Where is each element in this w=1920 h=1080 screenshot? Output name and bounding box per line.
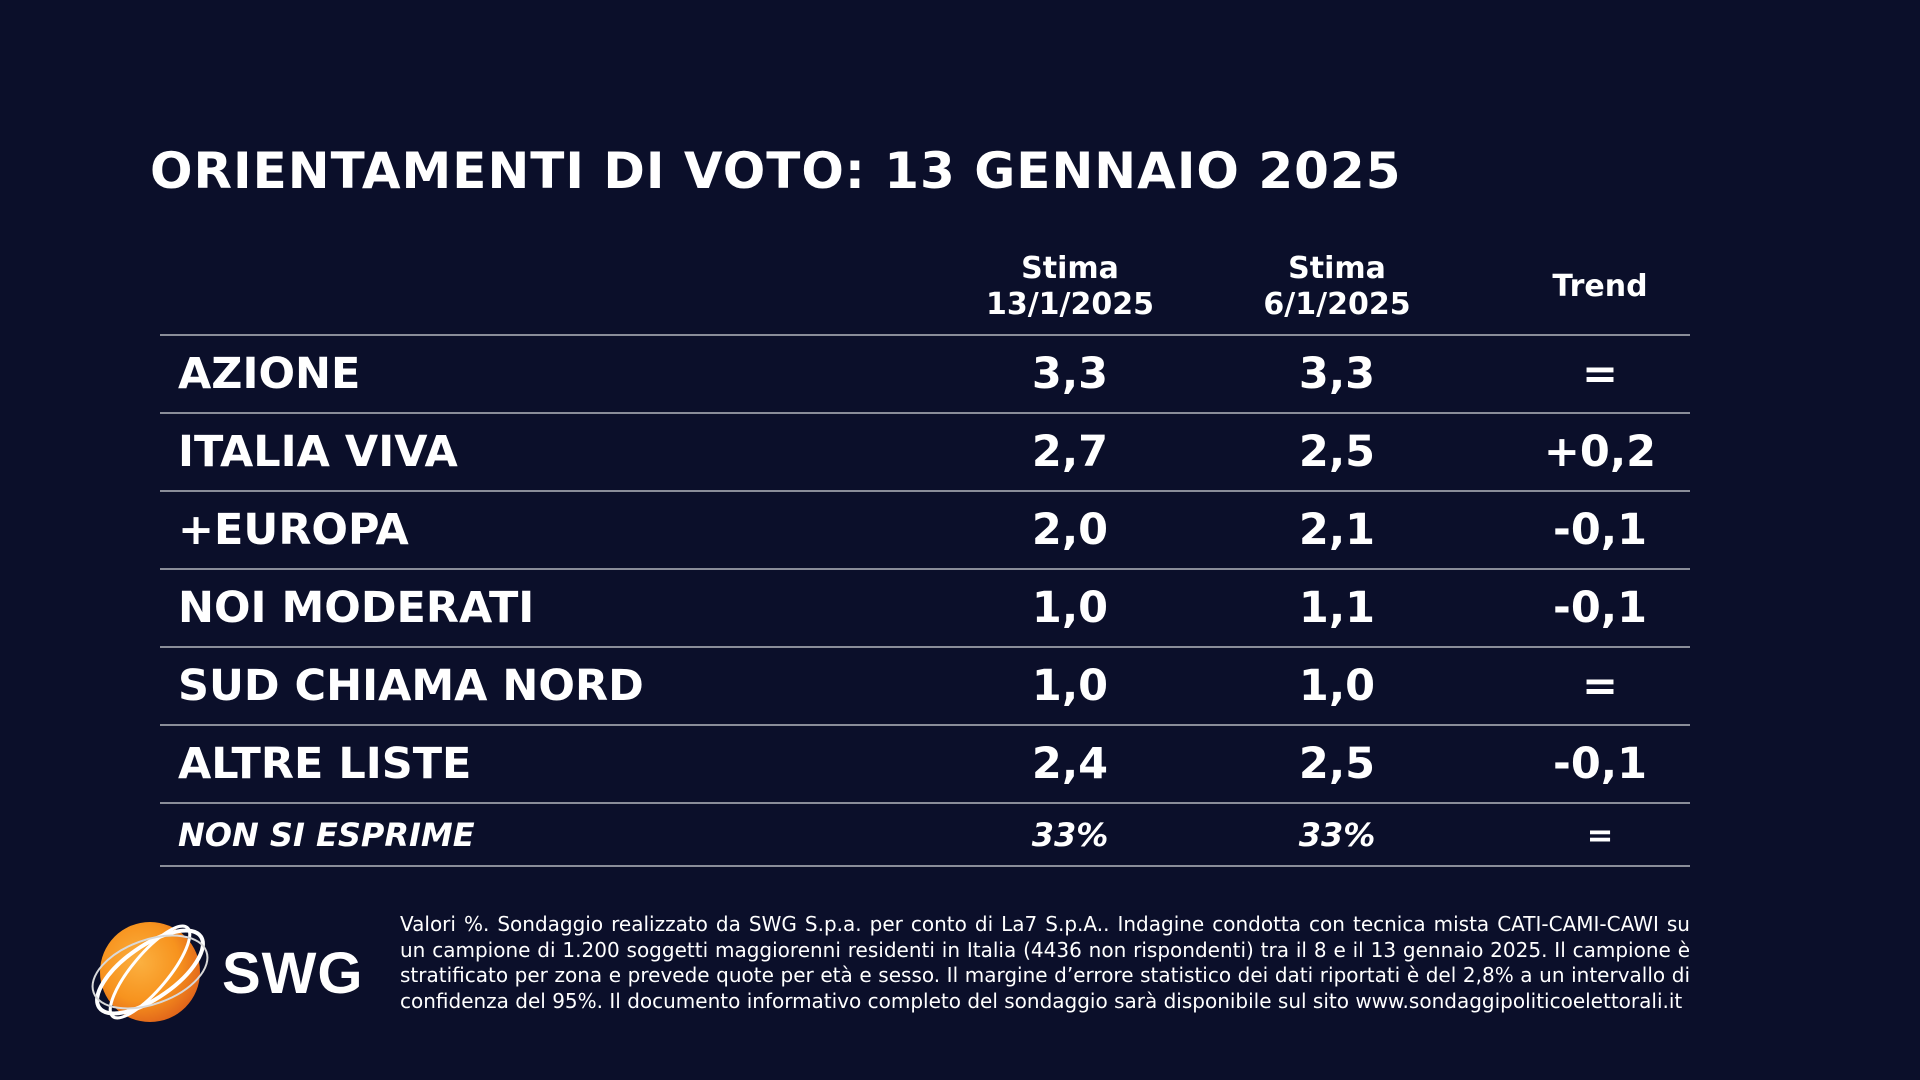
header-previous-date: 6/1/2025 — [1263, 287, 1411, 322]
current-value: 1,0 — [1031, 661, 1109, 711]
header-trend: Trend — [1470, 240, 1730, 334]
party-name: SUD CHIAMA NORD — [178, 661, 644, 711]
header-current-date: 13/1/2025 — [985, 287, 1155, 322]
party-name: ALTRE LISTE — [178, 739, 472, 789]
table-row: NOI MODERATI 1,0 1,1 -0,1 — [160, 570, 1690, 648]
current-value: 33% — [1031, 815, 1109, 854]
previous-value: 1,0 — [1298, 661, 1376, 711]
party-name: ITALIA VIVA — [178, 427, 458, 477]
previous-value: 2,5 — [1298, 427, 1376, 477]
party-name: NON SI ESPRIME — [178, 815, 475, 854]
party-name: AZIONE — [178, 349, 361, 399]
table-row: ITALIA VIVA 2,7 2,5 +0,2 — [160, 414, 1690, 492]
current-value: 2,4 — [1031, 739, 1109, 789]
globe-orbit-logo-icon — [91, 922, 209, 1022]
header-previous-label: Stima — [1288, 251, 1386, 286]
previous-value: 3,3 — [1298, 349, 1376, 399]
current-value: 2,0 — [1031, 505, 1109, 555]
header-previous-estimate: Stima 6/1/2025 — [1207, 240, 1467, 334]
trend-value: = — [1586, 815, 1614, 854]
previous-value: 2,5 — [1298, 739, 1376, 789]
logo-wordmark: SWG — [222, 941, 364, 1006]
table-row: SUD CHIAMA NORD 1,0 1,0 = — [160, 648, 1690, 726]
polling-table: Stima 13/1/2025 Stima 6/1/2025 Trend AZI… — [160, 240, 1690, 867]
trend-value: -0,1 — [1552, 739, 1648, 789]
trend-value: = — [1581, 661, 1619, 711]
current-value: 1,0 — [1031, 583, 1109, 633]
header-trend-label: Trend — [1552, 269, 1648, 304]
trend-value: +0,2 — [1543, 427, 1657, 477]
previous-value: 33% — [1298, 815, 1376, 854]
current-value: 3,3 — [1031, 349, 1109, 399]
party-name: +EUROPA — [178, 505, 409, 555]
trend-value: = — [1581, 349, 1619, 399]
header-current-estimate: Stima 13/1/2025 — [940, 240, 1200, 334]
methodology-footnote: Valori %. Sondaggio realizzato da SWG S.… — [400, 912, 1690, 1013]
table-row: AZIONE 3,3 3,3 = — [160, 336, 1690, 414]
current-value: 2,7 — [1031, 427, 1109, 477]
header-current-label: Stima — [1021, 251, 1119, 286]
party-name: NOI MODERATI — [178, 583, 535, 633]
previous-value: 1,1 — [1298, 583, 1376, 633]
trend-value: -0,1 — [1552, 505, 1648, 555]
page-title: ORIENTAMENTI DI VOTO: 13 GENNAIO 2025 — [150, 142, 1402, 200]
trend-value: -0,1 — [1552, 583, 1648, 633]
table-row-undecided: NON SI ESPRIME 33% 33% = — [160, 804, 1690, 867]
table-header: Stima 13/1/2025 Stima 6/1/2025 Trend — [160, 240, 1690, 336]
table-row: +EUROPA 2,0 2,1 -0,1 — [160, 492, 1690, 570]
table-row: ALTRE LISTE 2,4 2,5 -0,1 — [160, 726, 1690, 804]
previous-value: 2,1 — [1298, 505, 1376, 555]
